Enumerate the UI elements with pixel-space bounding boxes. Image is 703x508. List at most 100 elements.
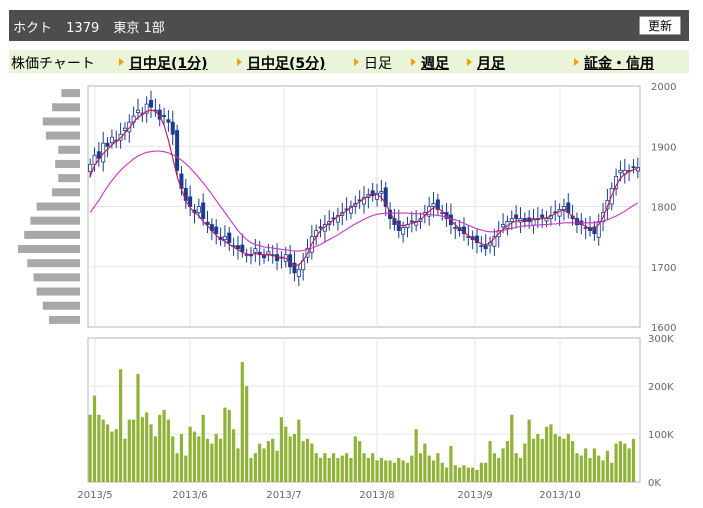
volume-bar — [236, 448, 240, 482]
x-tick-label: 2013/9 — [457, 490, 492, 501]
volume-profile-bar — [55, 159, 80, 168]
volume-profile-bar — [52, 188, 80, 197]
candle-body — [588, 227, 593, 231]
volume-profile-bar — [49, 315, 80, 324]
volume-profile-bar — [30, 216, 80, 225]
candle-body — [266, 251, 271, 255]
tab-margin-credit[interactable]: 証金・信用 — [574, 53, 654, 73]
volume-bar — [275, 450, 279, 482]
candle-body — [253, 248, 258, 253]
volume-bar — [292, 434, 297, 482]
volume-bar — [158, 414, 162, 482]
arrow-right-icon — [354, 58, 359, 66]
price-tick-label: 1700 — [651, 263, 676, 274]
volume-bar — [271, 438, 275, 482]
volume-bar — [297, 419, 301, 482]
volume-bar — [310, 443, 314, 482]
candle-body — [175, 130, 180, 171]
volume-bar — [253, 453, 257, 482]
refresh-button[interactable]: 更新 — [638, 16, 681, 35]
candle-body — [92, 154, 97, 165]
volume-bar — [327, 458, 331, 482]
tab-weekly[interactable]: 週足 — [411, 53, 449, 73]
candle-body — [631, 166, 636, 169]
candle-body — [196, 206, 201, 213]
volume-bar — [614, 443, 618, 482]
arrow-right-icon — [411, 58, 416, 66]
volume-bar — [179, 434, 184, 482]
candle-body — [544, 218, 549, 222]
volume-bar — [197, 436, 201, 482]
volume-profile-bar — [36, 287, 80, 296]
volume-profile-bar — [61, 89, 80, 98]
arrow-right-icon — [119, 58, 124, 66]
arrow-right-icon — [237, 58, 242, 66]
volume-bar — [514, 453, 518, 482]
volume-bar — [384, 460, 388, 482]
x-tick-label: 2013/6 — [172, 490, 207, 501]
volume-bar — [149, 424, 153, 482]
volume-bar — [305, 438, 310, 482]
candle-body — [240, 244, 245, 253]
volume-bar — [136, 374, 140, 482]
volume-bar — [392, 462, 397, 482]
candle-body — [88, 163, 93, 172]
candle-body — [561, 206, 566, 210]
price-tick-label: 1800 — [651, 203, 676, 214]
candle-body — [557, 209, 562, 217]
volume-bar — [436, 453, 440, 482]
volume-bar — [479, 462, 483, 482]
volume-bar — [562, 438, 566, 482]
arrow-right-icon — [467, 58, 472, 66]
volume-profile-bar — [18, 245, 80, 254]
candle-body — [235, 245, 240, 250]
volume-profile-bar — [58, 145, 80, 154]
volume-bar — [466, 467, 470, 482]
candle-body — [170, 121, 175, 135]
volume-bar — [462, 465, 466, 482]
volume-bar — [92, 395, 97, 482]
candle-body — [583, 227, 588, 229]
volume-bar — [397, 458, 401, 482]
volume-bar — [223, 407, 227, 482]
volume-bar — [388, 460, 392, 482]
price-tick-label: 1900 — [651, 142, 676, 153]
moving-average-long-line — [89, 150, 639, 252]
price-tick-label: 1600 — [651, 323, 676, 334]
candle-body — [361, 197, 366, 205]
volume-bar — [623, 443, 627, 482]
volume-bar — [336, 458, 340, 482]
stock-code: 1379 — [66, 21, 100, 36]
volume-bar — [379, 458, 383, 482]
volume-bar — [484, 462, 488, 482]
volume-bar — [262, 448, 266, 482]
volume-bar — [497, 458, 501, 482]
title-bar: ホクト 1379 東京 1部 更新 — [9, 10, 689, 41]
volume-bar — [205, 438, 210, 482]
volume-bar — [544, 426, 549, 482]
volume-bar — [605, 450, 610, 482]
candle-body — [383, 187, 388, 207]
volume-bar — [579, 455, 583, 482]
candle-body — [262, 254, 267, 259]
candle-body — [453, 227, 458, 229]
candle-body — [501, 224, 506, 228]
volume-bar — [410, 455, 414, 482]
volume-bar — [353, 436, 357, 482]
candle-body — [431, 203, 436, 207]
tab-intraday-1min[interactable]: 日中足(1分) — [119, 53, 208, 73]
volume-bar — [323, 453, 327, 482]
volume-bar — [249, 458, 253, 482]
volume-bar — [518, 458, 523, 482]
x-tick-label: 2013/8 — [359, 490, 394, 501]
volume-profile-bar — [42, 117, 80, 126]
candle-body — [109, 136, 114, 144]
volume-bar — [527, 419, 531, 482]
tab-intraday-5min[interactable]: 日中足(5分) — [237, 53, 326, 73]
tab-monthly[interactable]: 月足 — [467, 53, 505, 73]
volume-bar — [240, 362, 244, 482]
volume-bar — [218, 438, 223, 482]
volume-bar — [127, 419, 131, 482]
volume-bar — [192, 431, 197, 482]
volume-bar — [153, 436, 157, 482]
